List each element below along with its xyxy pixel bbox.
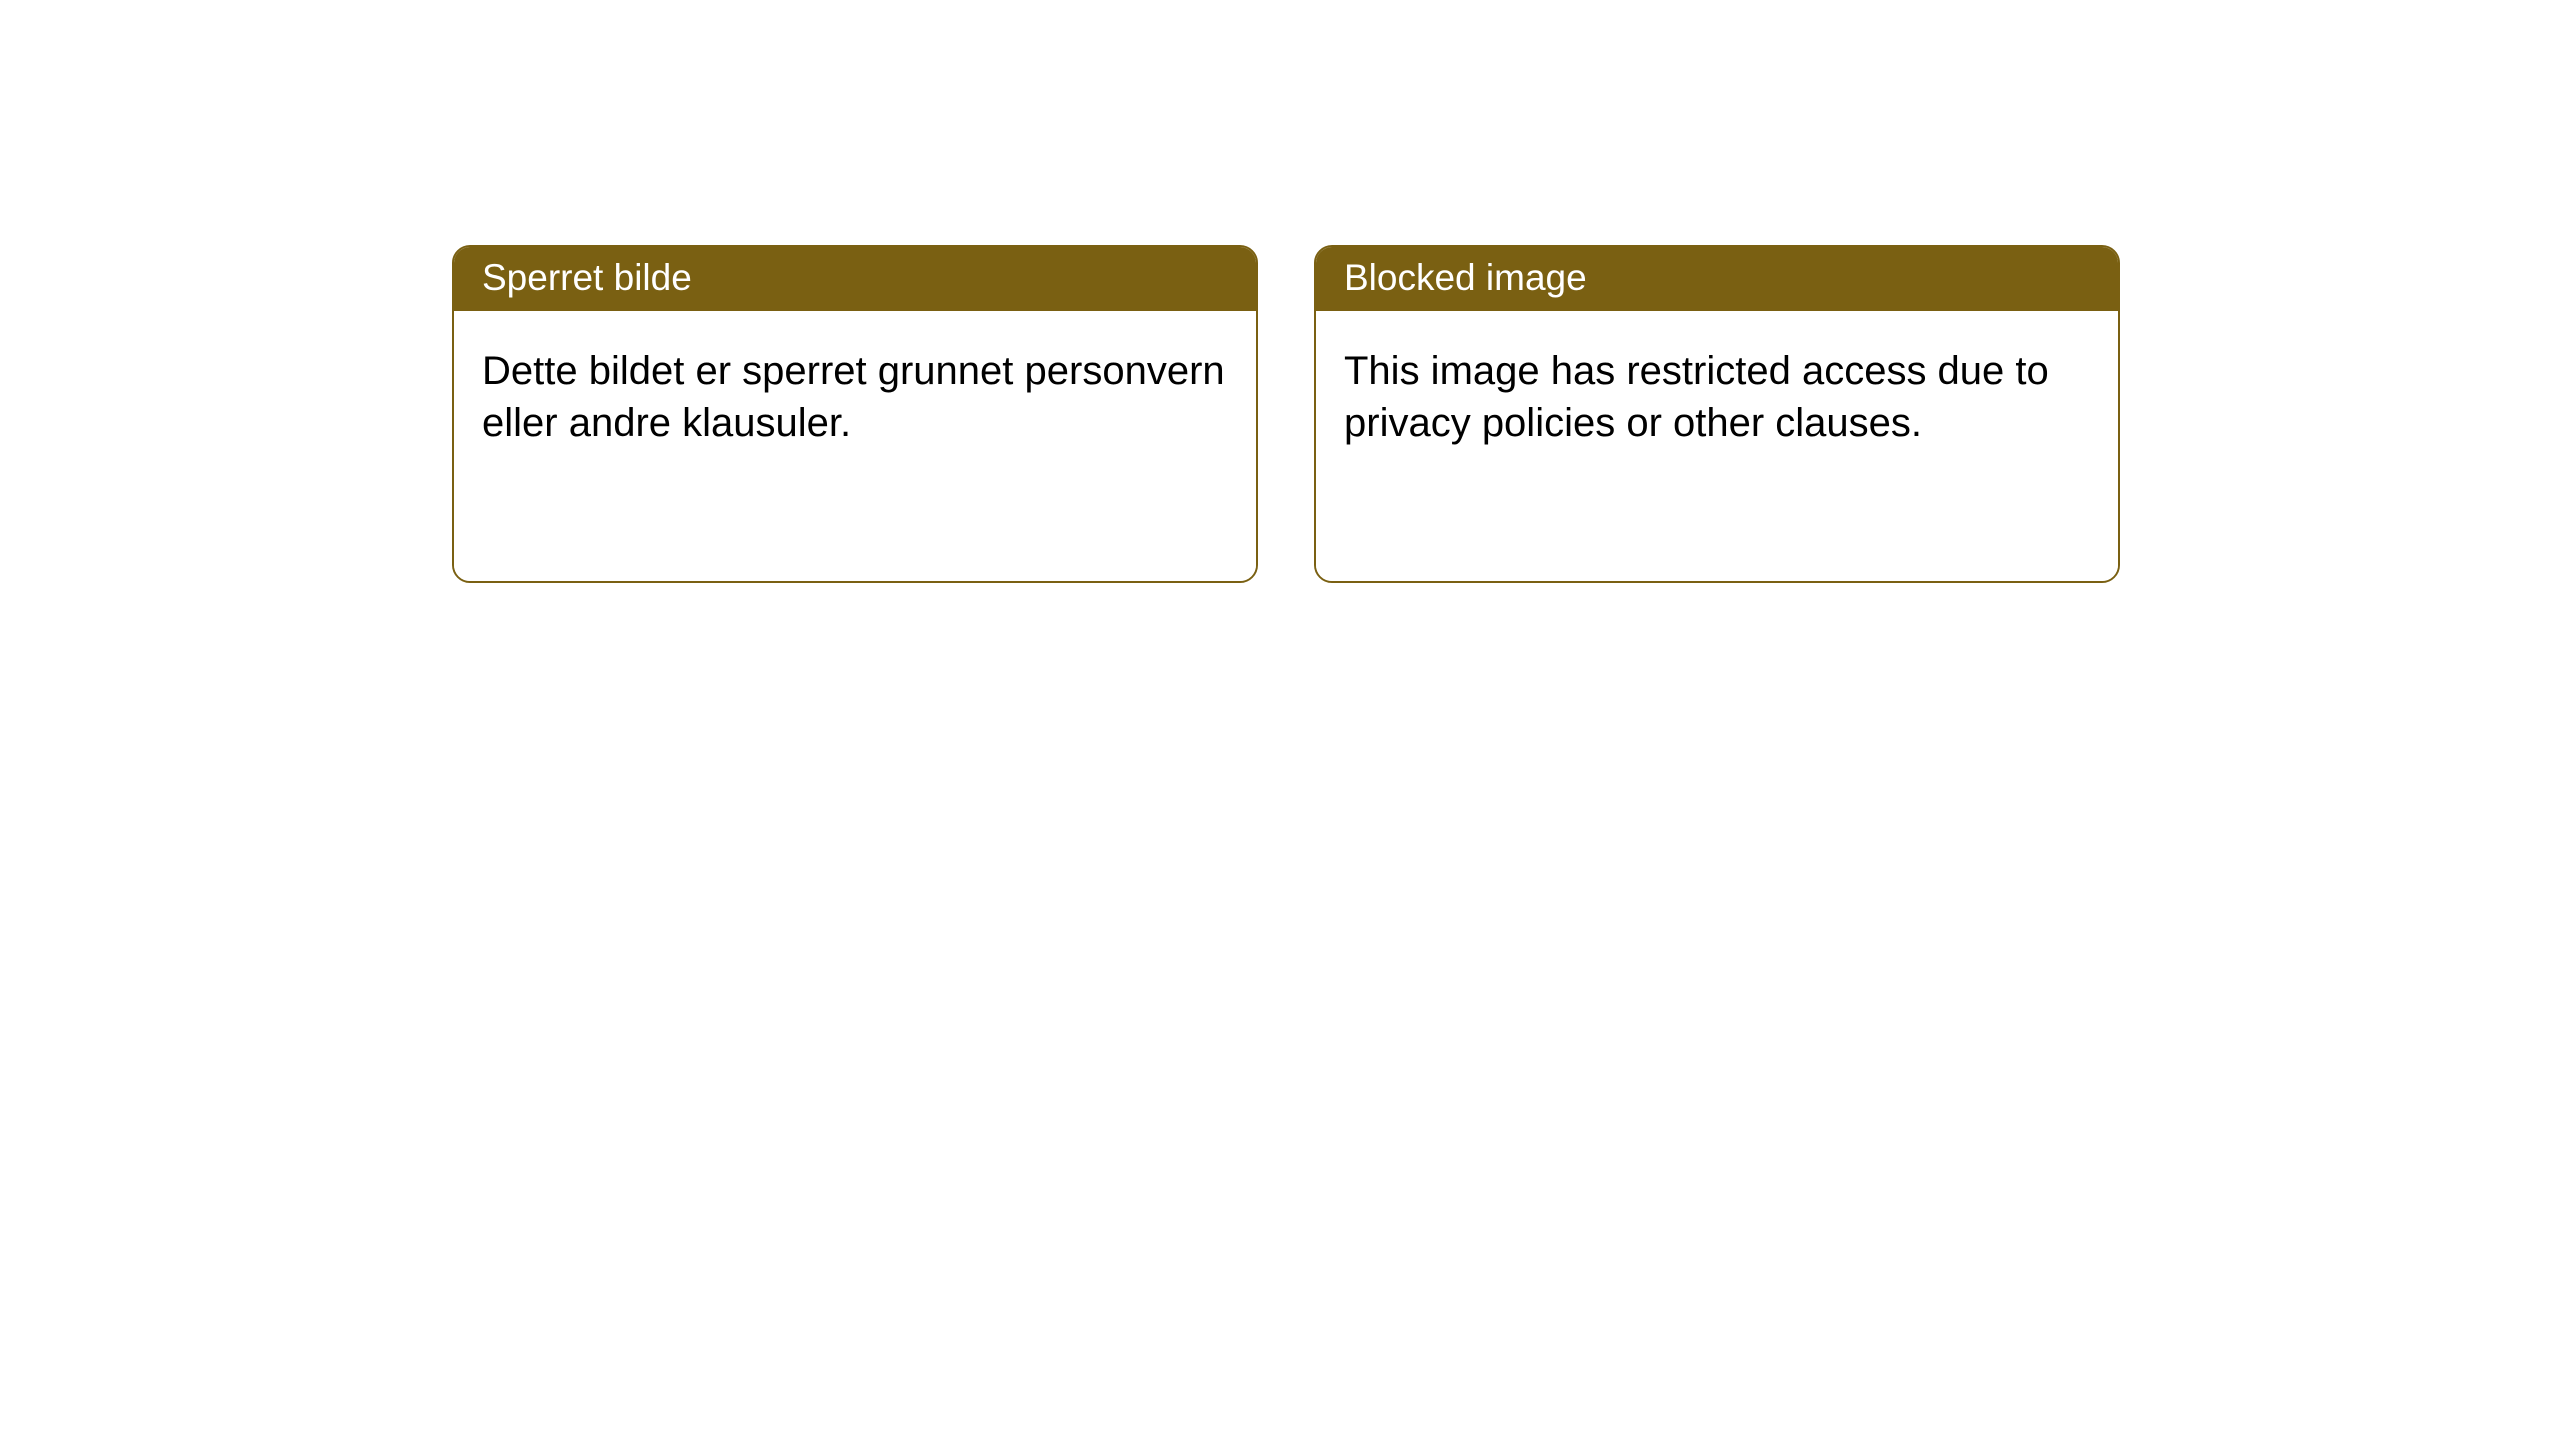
card-body-english: This image has restricted access due to … [1316, 311, 2118, 581]
notice-container: Sperret bilde Dette bildet er sperret gr… [0, 0, 2560, 583]
card-header-english: Blocked image [1316, 247, 2118, 311]
notice-card-norwegian: Sperret bilde Dette bildet er sperret gr… [452, 245, 1258, 583]
card-header-norwegian: Sperret bilde [454, 247, 1256, 311]
notice-card-english: Blocked image This image has restricted … [1314, 245, 2120, 583]
card-body-norwegian: Dette bildet er sperret grunnet personve… [454, 311, 1256, 581]
